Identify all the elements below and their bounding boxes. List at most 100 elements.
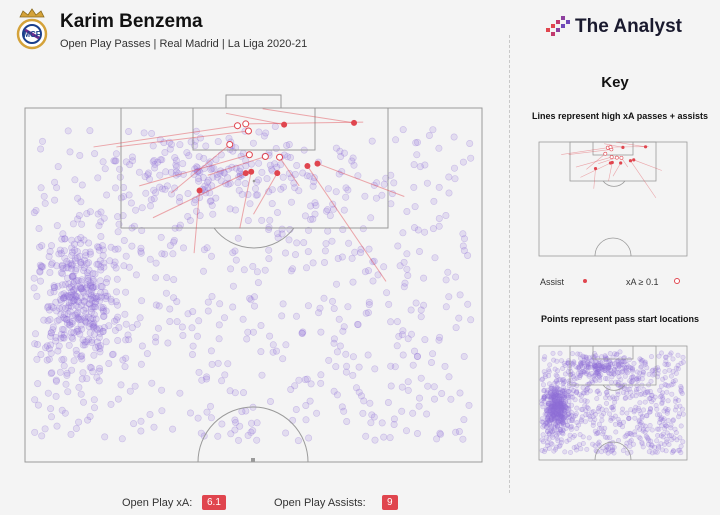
pass-point (48, 259, 56, 267)
pass-point (111, 245, 119, 253)
pass-point (61, 280, 69, 288)
pass-point (307, 380, 315, 388)
pass-point (302, 401, 310, 409)
pass-point (660, 417, 666, 423)
pass-point (630, 374, 636, 380)
pass-point (554, 411, 560, 417)
pass-point (627, 430, 633, 436)
pass-point (592, 359, 598, 365)
pass-point (342, 184, 350, 192)
pass-point (554, 414, 560, 420)
pass-point (91, 299, 99, 307)
pass-point (73, 292, 81, 300)
pass-point (556, 398, 562, 404)
pass-point (83, 269, 91, 277)
pass-point (663, 423, 669, 429)
pass-point (330, 339, 338, 347)
pass-point (546, 369, 552, 375)
pass-point (63, 369, 71, 377)
pass-point (559, 430, 565, 436)
pass-point (549, 416, 555, 422)
pass-point (594, 369, 600, 375)
pass-point (152, 274, 160, 282)
pass-point (207, 402, 215, 410)
pass-point (648, 354, 654, 360)
pass-point (543, 411, 549, 417)
pass-point (435, 336, 443, 344)
pass-point (592, 416, 598, 422)
pass-point (197, 429, 205, 437)
pass-point (131, 382, 139, 390)
pass-point (601, 410, 607, 416)
pass-point (579, 360, 585, 366)
pass-point (578, 362, 584, 368)
pass-point (673, 365, 679, 371)
pass-point (574, 388, 580, 394)
pass-point (277, 161, 285, 169)
pass-point (100, 307, 108, 315)
pass-point (137, 244, 145, 252)
pass-point (424, 382, 432, 390)
pass-point (92, 315, 100, 323)
pass-point (577, 372, 583, 378)
pass-point (143, 350, 151, 358)
pass-line-3 (253, 172, 278, 215)
pass-point (330, 304, 338, 312)
pass-point (552, 403, 558, 409)
pass-point (639, 439, 645, 445)
pass-point (652, 371, 658, 377)
pass-point (267, 165, 275, 173)
pass-point (235, 436, 243, 444)
key-points-caption: Points represent pass start locations (540, 314, 700, 324)
pass-point (662, 421, 668, 427)
pass-point (625, 370, 631, 376)
pass-point (59, 270, 67, 278)
pass-point (586, 382, 592, 388)
pass-point (268, 186, 276, 194)
pass-point (564, 388, 570, 394)
pass-point (97, 304, 105, 312)
pass-point (548, 416, 554, 422)
pass-point (547, 428, 553, 434)
pass-point (617, 421, 623, 427)
pass-point (645, 388, 651, 394)
pass-point (75, 383, 83, 391)
pass-point (287, 385, 295, 393)
assist-marker-7 (608, 161, 613, 165)
pass-point (370, 181, 378, 189)
pass-point (107, 243, 115, 251)
pass-point (547, 421, 553, 427)
pass-point (215, 335, 223, 343)
pass-point (632, 415, 638, 421)
pass-point (370, 257, 378, 265)
pass-point (649, 427, 655, 433)
pass-point (620, 448, 626, 454)
pass-point (558, 414, 564, 420)
pass-point (550, 407, 556, 413)
pass-point (69, 220, 77, 228)
pass-point (622, 373, 628, 379)
pass-point (77, 284, 85, 292)
pass-point (639, 413, 645, 419)
pass-point (548, 424, 554, 430)
pass-point (551, 389, 557, 395)
pass-point (31, 396, 39, 404)
pass-point (88, 291, 96, 299)
pass-point (559, 388, 565, 394)
pass-point (31, 428, 39, 436)
pass-point (157, 233, 165, 241)
pass-point (577, 351, 583, 357)
mini-penalty-arc (602, 180, 626, 187)
pass-point (410, 183, 418, 191)
pass-point (590, 414, 596, 420)
pass-point (91, 150, 99, 158)
pass-point (584, 398, 590, 404)
pass-point (57, 297, 65, 305)
pass-point (598, 372, 604, 378)
pass-point (570, 434, 576, 440)
pass-point (591, 376, 597, 382)
pass-point (236, 167, 244, 175)
pass-point (169, 425, 177, 433)
pass-point (76, 330, 84, 338)
pass-point (587, 413, 593, 419)
